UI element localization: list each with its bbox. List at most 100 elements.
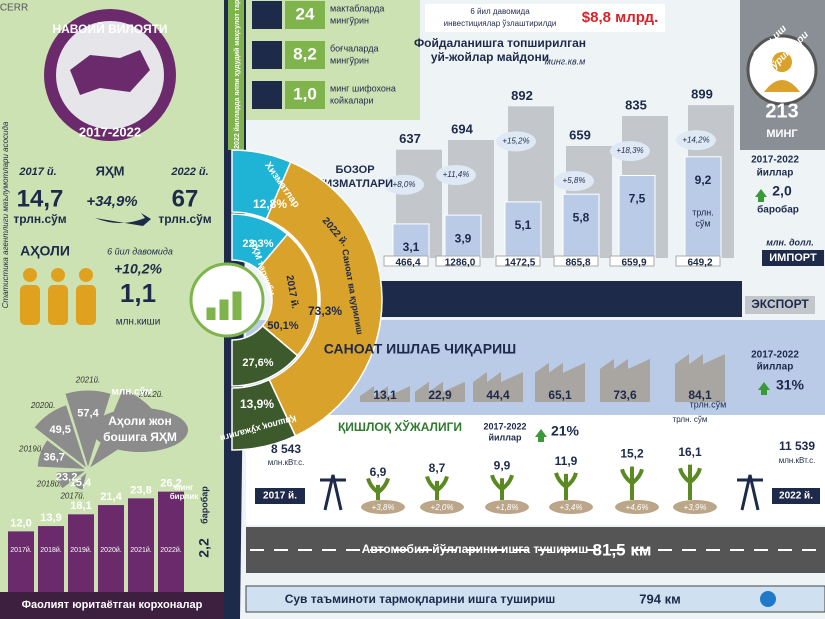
label: 23,8 — [130, 484, 151, 496]
label: 84,1 — [688, 388, 712, 402]
label: 23,2 — [56, 472, 77, 484]
label: мингўрин — [330, 55, 369, 65]
label: ХИЗМАТЛАРИ — [317, 178, 393, 190]
place-icon — [252, 1, 282, 29]
soil — [361, 500, 405, 514]
enterprise-bar — [128, 498, 154, 592]
label: трлн.сўм — [690, 399, 727, 409]
label: 57,4 — [77, 408, 99, 420]
label: 6 йил давомида — [470, 7, 530, 16]
label: 2017 й. — [263, 491, 297, 502]
label: 15,2 — [620, 447, 644, 461]
factory — [360, 386, 410, 402]
label: +1,8% — [496, 503, 519, 512]
truck — [609, 255, 655, 267]
label: 2017 й. — [18, 166, 56, 178]
label: 8,7 — [429, 461, 446, 475]
label: 637 — [399, 131, 421, 146]
label: 13,9% — [240, 397, 274, 411]
arrow-up — [758, 382, 770, 395]
label: трлн. сўм — [673, 415, 708, 424]
label: 2017-2022 — [751, 350, 799, 361]
plant — [554, 472, 578, 500]
export-label-bg — [745, 296, 815, 314]
label: минг — [175, 483, 195, 492]
label: 659 — [569, 127, 591, 142]
growth-bubble — [496, 131, 536, 152]
label: 8 543 — [271, 442, 301, 456]
label: +4,6% — [626, 503, 649, 512]
label: 31% — [776, 377, 805, 393]
truck — [383, 255, 429, 267]
enterprise-bar — [158, 491, 184, 592]
fan-wedge — [70, 467, 90, 493]
factory — [675, 354, 725, 402]
label: 11 539 — [779, 439, 815, 453]
label: ЭКСПОРТ — [751, 297, 809, 311]
market-bar — [684, 156, 722, 259]
label: 22,9 — [428, 388, 452, 402]
label: 2017-2022 — [483, 421, 526, 431]
label: АҲОЛИ — [20, 243, 70, 259]
label: бошига ЯҲМ — [103, 430, 177, 444]
label: 7,5 — [629, 192, 646, 206]
label: ЯҲМ — [96, 163, 125, 178]
label: ҚИШЛОҚ ХЎЖАЛИГИ — [338, 419, 462, 434]
label: минг шифохона — [330, 83, 396, 93]
pie-segment — [231, 378, 297, 451]
water-pipe — [245, 585, 825, 613]
label: 649,2 — [687, 258, 712, 269]
label: 12,0 — [10, 517, 31, 529]
label: 67 — [172, 185, 199, 212]
factory — [473, 372, 523, 402]
label: 22,3% — [242, 238, 273, 250]
label: йиллар — [757, 362, 794, 373]
label: 5,8 — [573, 210, 590, 224]
label: 2017й. — [10, 546, 31, 554]
import-label-bg — [762, 250, 824, 266]
label: баробар — [757, 204, 799, 216]
label: 81,5 км — [593, 540, 652, 559]
person-head — [79, 268, 93, 282]
growth-bubble — [436, 165, 476, 186]
train — [362, 281, 742, 317]
factory — [415, 381, 465, 402]
label: Аҳоли жон — [108, 414, 172, 428]
label: Автомобил йўлларини ишга тушириш — [362, 542, 589, 556]
label: 13,9 — [40, 512, 61, 524]
place-value-bg — [285, 81, 325, 109]
pie-segment — [231, 324, 299, 387]
enterprise-bar — [98, 505, 124, 592]
label: 24 — [296, 4, 315, 23]
truck — [435, 255, 481, 267]
label: 36,7 — [43, 452, 64, 464]
label: 2018й. — [40, 546, 61, 554]
label: инвестициялар ўзлаштирилди — [444, 19, 557, 28]
pie-icon-chart — [206, 291, 242, 320]
label: 18,1 — [70, 500, 91, 512]
label: 835 — [625, 97, 647, 112]
market-bar — [392, 223, 430, 259]
region-period: 2017-2022 — [79, 124, 141, 139]
label: +8,0% — [393, 180, 416, 189]
investment-box — [425, 4, 665, 32]
plant — [490, 474, 514, 500]
pylon — [737, 474, 763, 511]
label: 16,1 — [678, 445, 702, 459]
label: 1,0 — [293, 84, 317, 103]
label: 21% — [551, 423, 580, 439]
place-icon — [252, 41, 282, 69]
label: 2022й. — [160, 546, 181, 554]
label: 12,8% — [253, 197, 287, 211]
label: млн.киши — [116, 317, 161, 328]
growth-bubble — [610, 141, 650, 162]
arrow-up — [755, 189, 767, 202]
label: 2018й. — [36, 479, 61, 488]
label: млн.кВт.с. — [268, 458, 305, 467]
label: ИМПОРТ — [769, 252, 817, 264]
label: +11,4% — [443, 170, 470, 179]
label: 3,1 — [403, 240, 420, 254]
label: 2017-2022 — [751, 155, 799, 166]
label: 2021й. — [130, 546, 151, 554]
label: 65,1 — [548, 388, 572, 402]
